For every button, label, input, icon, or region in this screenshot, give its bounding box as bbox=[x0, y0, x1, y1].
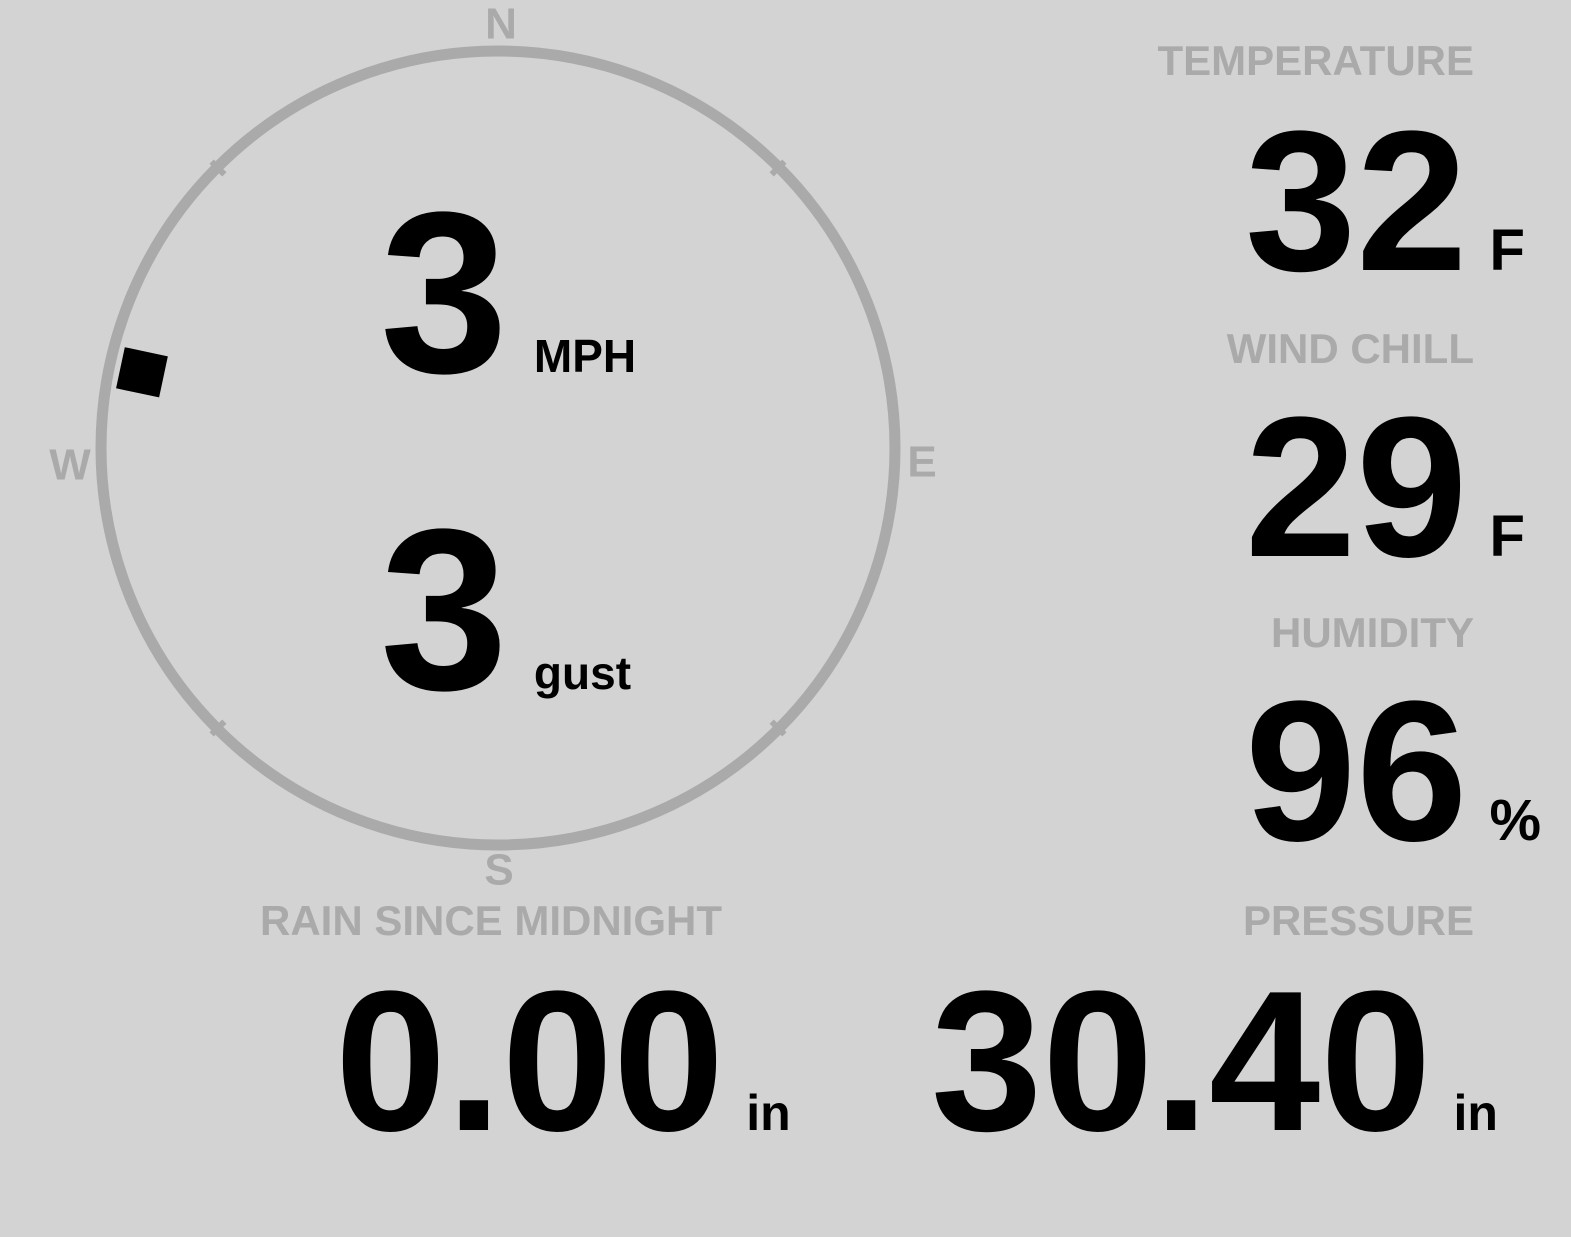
wind-speed: 3 MPH bbox=[380, 178, 636, 408]
wind-chill-reading: 29 F bbox=[1245, 388, 1525, 588]
compass-tick bbox=[209, 159, 227, 177]
humidity-value: 96 bbox=[1245, 660, 1468, 883]
rain-label: RAIN SINCE MIDNIGHT bbox=[260, 897, 722, 944]
compass-tick bbox=[769, 159, 787, 177]
wind-direction-marker bbox=[116, 347, 168, 398]
temperature-value: 32 bbox=[1245, 90, 1468, 313]
compass-dial bbox=[95, 45, 901, 851]
humidity-reading: 96% bbox=[1245, 672, 1541, 872]
compass-tick bbox=[769, 719, 787, 737]
compass-east: E bbox=[907, 438, 936, 487]
temperature-label: TEMPERATURE bbox=[1157, 37, 1474, 84]
temperature-reading: 32 F bbox=[1245, 102, 1525, 302]
compass-tick bbox=[209, 719, 227, 737]
wind-gust-unit: gust bbox=[533, 647, 632, 699]
wind-compass: N E S W bbox=[49, 0, 936, 895]
wind-chill-unit: F bbox=[1489, 504, 1525, 569]
rain-value: 0.00 bbox=[335, 950, 725, 1173]
pressure-unit: in bbox=[1453, 1085, 1498, 1141]
pressure-reading: 30.40 in bbox=[931, 962, 1498, 1162]
wind-chill-label: WIND CHILL bbox=[1226, 325, 1474, 372]
temperature-unit: F bbox=[1489, 218, 1525, 283]
wind-gust: 3 gust bbox=[380, 495, 631, 725]
humidity-unit: % bbox=[1489, 788, 1542, 853]
compass-ticks bbox=[209, 159, 787, 737]
rain-reading: 0.00 in bbox=[335, 962, 791, 1162]
rain-unit: in bbox=[746, 1085, 791, 1141]
wind-speed-value: 3 bbox=[380, 164, 508, 421]
wind-gust-value: 3 bbox=[380, 481, 508, 738]
wind-chill-value: 29 bbox=[1245, 376, 1468, 599]
humidity-label: HUMIDITY bbox=[1271, 609, 1474, 656]
compass-north: N bbox=[485, 0, 517, 49]
compass-west: W bbox=[49, 441, 91, 490]
compass-south: S bbox=[484, 846, 513, 895]
wind-speed-unit: MPH bbox=[533, 330, 637, 382]
pressure-label: PRESSURE bbox=[1242, 897, 1474, 944]
pressure-value: 30.40 bbox=[931, 950, 1432, 1173]
